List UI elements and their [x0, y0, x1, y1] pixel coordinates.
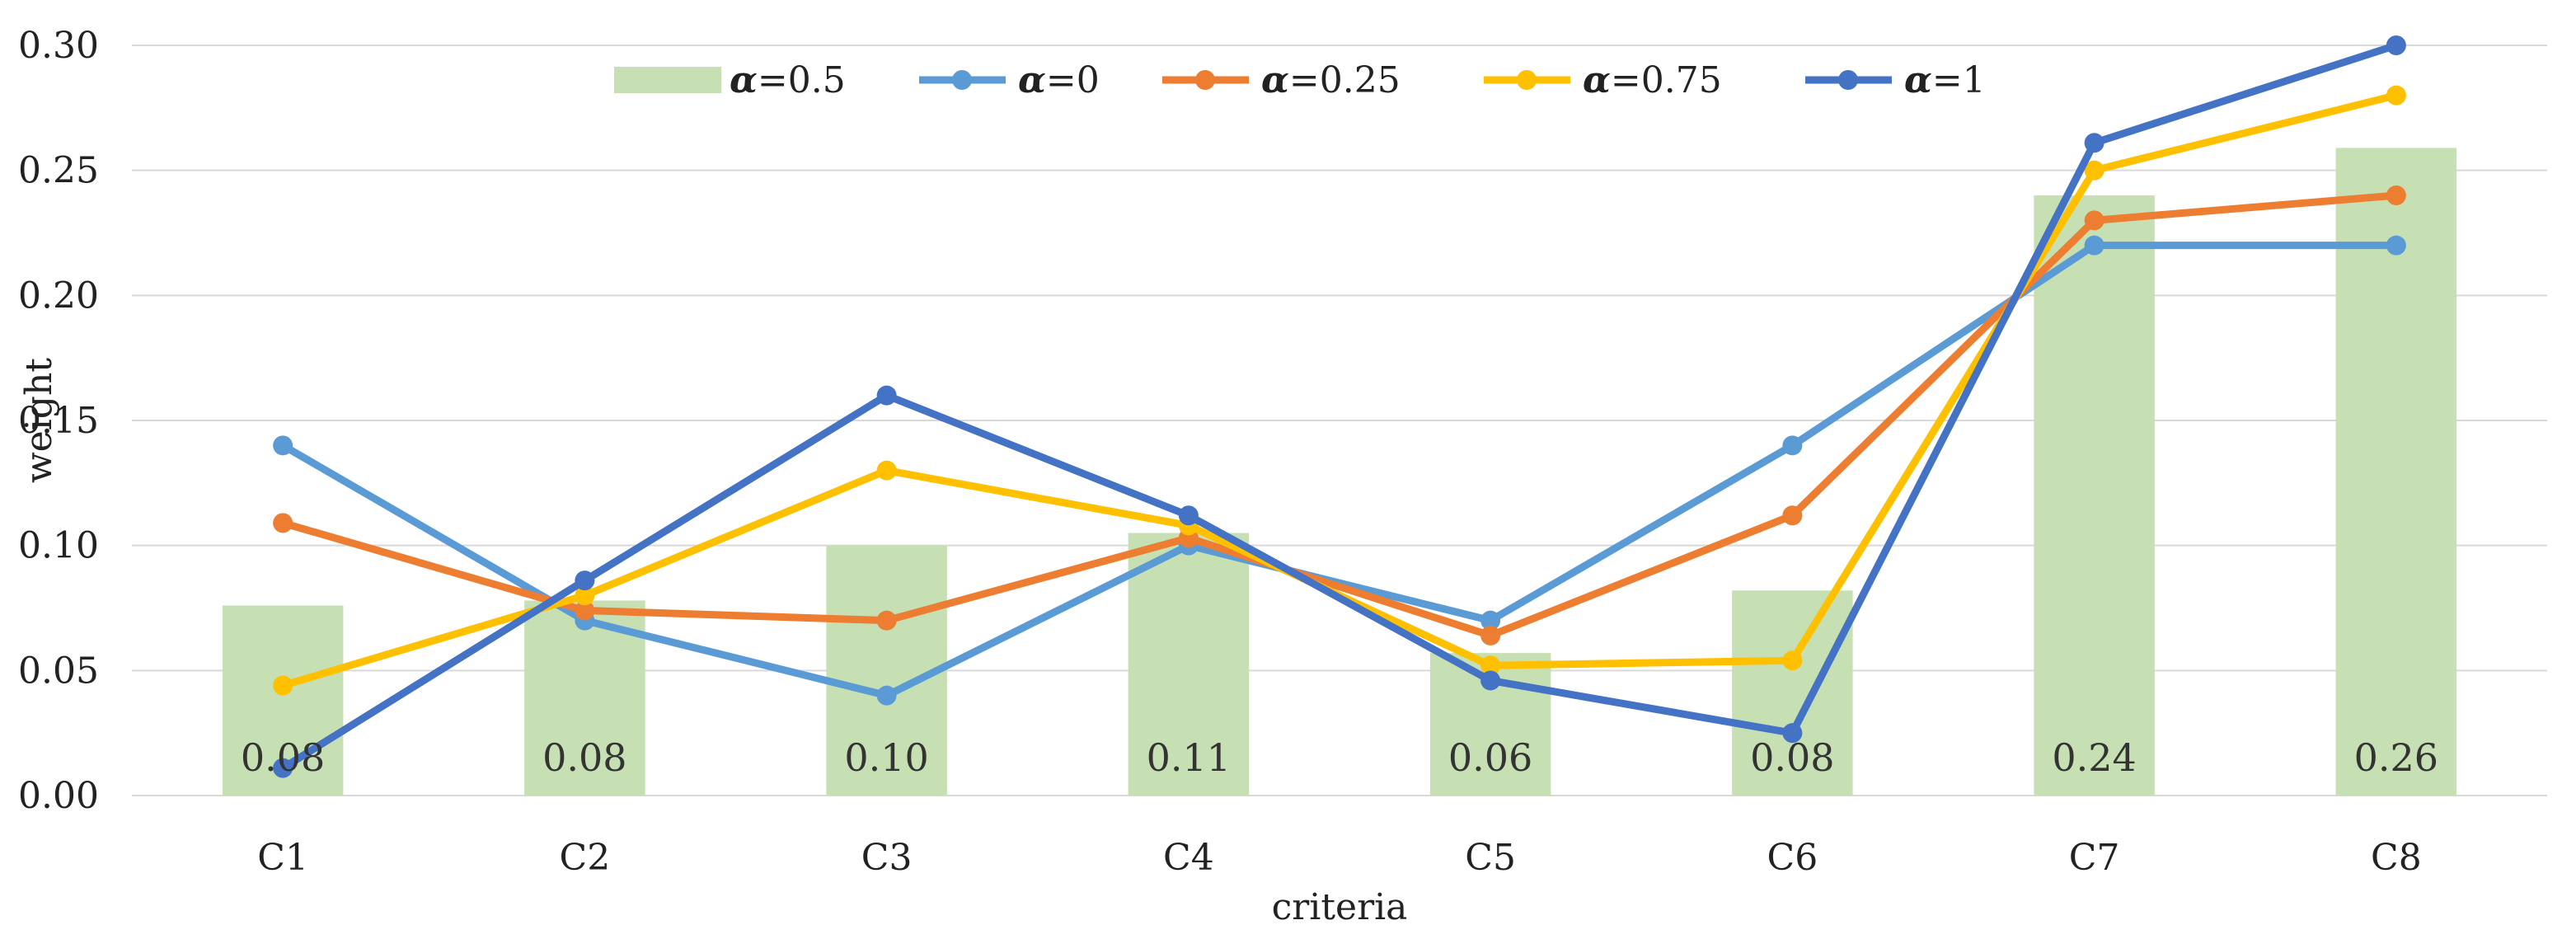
series-point	[1782, 723, 1803, 744]
x-tick-label: C1	[257, 837, 308, 879]
series-point	[273, 435, 293, 456]
legend-label: α=0.5	[730, 59, 846, 101]
bar	[826, 545, 947, 796]
label-layer: 0.08 0.08 0.10 0.11 0.06 0.08 0.24 0.26	[241, 735, 2438, 780]
x-tick-label: C6	[1767, 837, 1818, 879]
legend-swatch-bar	[614, 67, 721, 93]
legend-swatch-marker	[1517, 70, 1537, 90]
bar	[1732, 590, 1853, 796]
legend-alpha-value: =1	[1932, 59, 1986, 101]
legend-alpha-symbol: α	[730, 59, 758, 101]
grid-layer	[132, 45, 2547, 796]
series-point	[2386, 35, 2406, 55]
legend-layer: α=0.5 α=0 α=0.25 α=0.75 α=1	[614, 59, 1986, 101]
series-point	[1782, 435, 1803, 456]
series-point	[1480, 670, 1501, 691]
series-point	[876, 385, 897, 406]
y-tick-label: 0.15	[18, 400, 99, 442]
legend-alpha-symbol: α	[1904, 59, 1932, 101]
bar-data-label: 0.08	[1750, 735, 1834, 780]
x-tick-label: C2	[560, 837, 611, 879]
series-point	[273, 675, 293, 696]
legend-alpha-symbol: α	[1018, 59, 1046, 101]
legend-label: α=1	[1904, 59, 1986, 101]
x-tick-label: C7	[2069, 837, 2120, 879]
legend-alpha-symbol: α	[1583, 59, 1611, 101]
x-axis-title: criteria	[1272, 886, 1408, 928]
bar	[2335, 148, 2457, 796]
legend-swatch-marker	[1195, 70, 1215, 90]
bar-data-label: 0.06	[1448, 735, 1532, 780]
series-point	[2386, 235, 2406, 256]
bar-data-label: 0.24	[2052, 735, 2136, 780]
legend-alpha-value: =0	[1046, 59, 1100, 101]
legend-swatch-marker	[1838, 70, 1858, 90]
legend-label: α=0	[1018, 59, 1100, 101]
bar-layer	[222, 148, 2457, 796]
series-point	[1178, 505, 1199, 526]
series-point	[2084, 235, 2104, 256]
series-point	[1480, 655, 1501, 676]
series-point	[575, 600, 595, 621]
series-point	[876, 460, 897, 481]
series-line	[279, 41, 2400, 772]
series-point	[2386, 85, 2406, 106]
y-tick-label: 0.00	[18, 775, 99, 817]
series-point	[1480, 625, 1501, 646]
series-point	[575, 570, 595, 591]
y-tick-label: 0.05	[18, 650, 99, 692]
series-point	[2084, 133, 2104, 153]
series-point	[273, 758, 293, 778]
x-tick-label: C4	[1163, 837, 1214, 879]
bar-data-label: 0.26	[2354, 735, 2438, 780]
series-point	[1782, 650, 1803, 671]
legend-alpha-value: =0.5	[758, 59, 846, 101]
line-layer	[273, 35, 2406, 778]
bar-data-label: 0.08	[542, 735, 626, 780]
y-tick-label: 0.25	[18, 150, 99, 192]
y-axis-title: weight	[18, 358, 60, 483]
legend-label: α=0.25	[1261, 59, 1401, 101]
bar	[1128, 533, 1250, 796]
series-point	[273, 513, 293, 533]
x-tick-label: C3	[861, 837, 913, 879]
axis-layer: 0.00 0.05 0.10 0.15 0.20 0.25 0.30 C1 C2 C3 C4 C5 C6…	[18, 25, 2422, 928]
series-point	[1782, 505, 1803, 526]
legend-alpha-value: =0.75	[1611, 59, 1722, 101]
bar-data-label: 0.08	[241, 735, 325, 780]
legend-alpha-symbol: α	[1261, 59, 1289, 101]
y-tick-label: 0.10	[18, 525, 99, 567]
series-point	[2386, 185, 2406, 205]
series-point	[876, 610, 897, 631]
series-line	[279, 191, 2400, 640]
legend-swatch-marker	[952, 70, 972, 90]
legend-label: α=0.75	[1583, 59, 1722, 101]
y-tick-label: 0.30	[18, 25, 99, 67]
x-tick-label: C8	[2371, 837, 2422, 879]
legend-alpha-value: =0.25	[1289, 59, 1401, 101]
bar	[2034, 195, 2155, 796]
series-point	[876, 685, 897, 706]
y-tick-label: 0.20	[18, 275, 99, 317]
series-point	[1480, 610, 1501, 631]
series-point	[575, 585, 595, 606]
bar-data-label: 0.10	[844, 735, 928, 780]
series-point	[2084, 160, 2104, 181]
series-point	[2084, 210, 2104, 231]
bar-data-label: 0.11	[1147, 735, 1231, 780]
x-tick-label: C5	[1465, 837, 1516, 879]
